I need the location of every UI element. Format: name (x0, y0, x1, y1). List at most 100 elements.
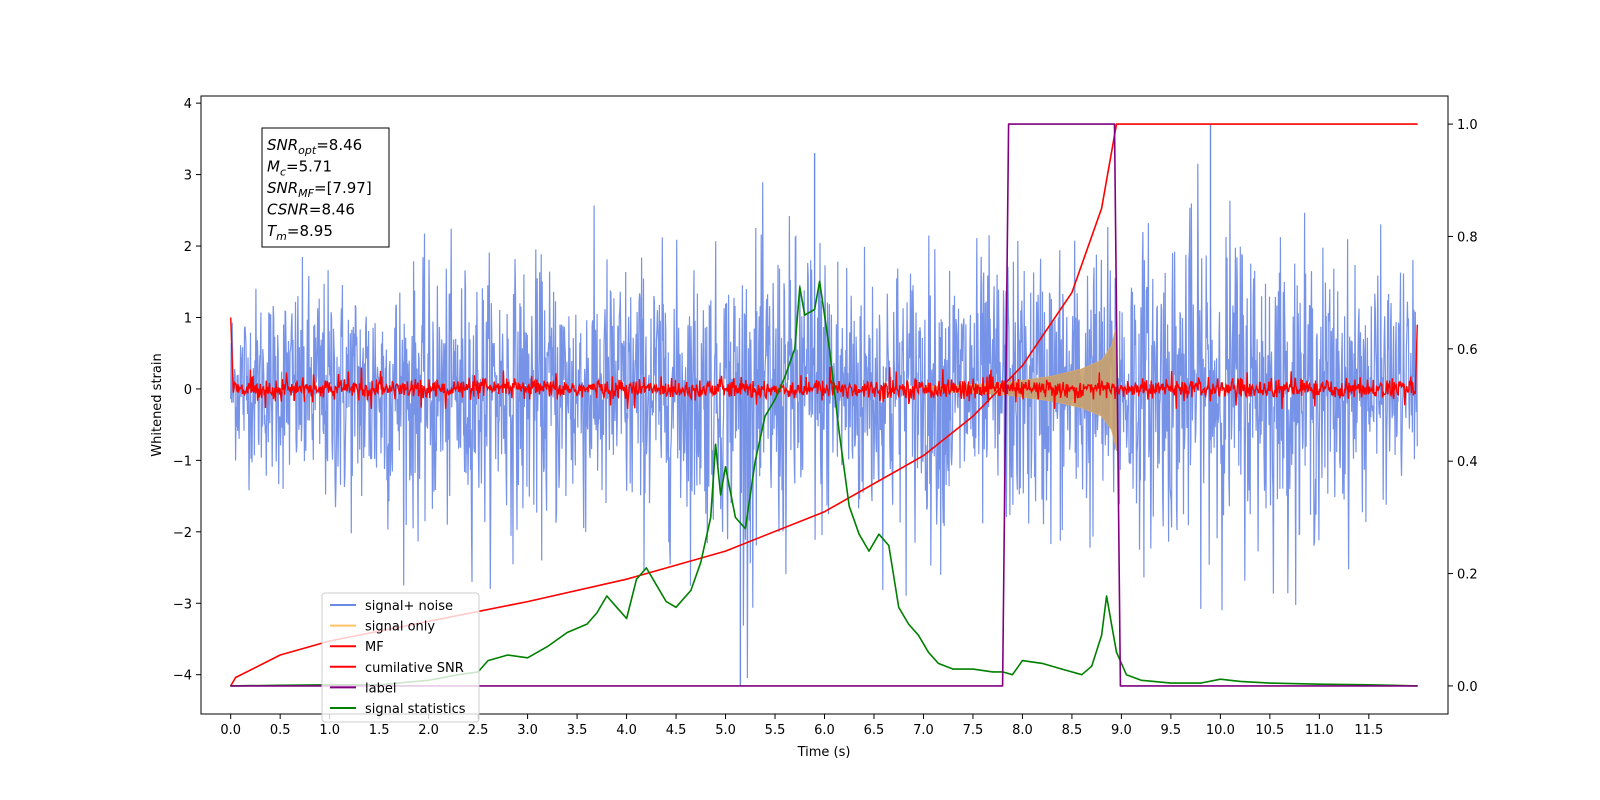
y-axis-left: 4 3 2 1 0 −1 −2 −3 −4 (173, 97, 201, 684)
y-left-tick-label-5: −1 (173, 454, 192, 469)
series-signal-statistics-point-61 (1101, 634, 1103, 636)
y-axis-right: 1.0 0.8 0.6 0.4 0.2 0.0 (1448, 118, 1478, 695)
series-cumilative-snr-point-11 (1021, 365, 1024, 367)
series-signal-statistics-point-59 (1081, 674, 1083, 676)
series-signal-statistics-point-67 (1170, 682, 1172, 684)
series-signal-statistics-point-8 (507, 654, 509, 656)
series-cumilative-snr-point-7 (724, 550, 727, 552)
series-signal-statistics-point-12 (586, 623, 588, 625)
series-signal-statistics-point-46 (898, 606, 900, 608)
annotation-line-2: SNRMF=[7.97] (267, 179, 372, 200)
series-signal-statistics-point-66 (1140, 679, 1142, 681)
series-signal-statistics-point-17 (635, 578, 638, 580)
y-right-tick-label-1: 0.8 (1457, 230, 1478, 245)
series-signal-statistics-point-25 (715, 443, 717, 445)
series-signal-statistics-point-64 (1115, 651, 1118, 653)
x-tick-label-19: 9.5 (1161, 723, 1182, 738)
series-signal-statistics-point-31 (764, 415, 766, 417)
y-left-tick-label-6: −2 (173, 526, 192, 541)
series-signal-statistics-point-53 (992, 671, 994, 673)
legend-label-1: signal only (365, 620, 435, 635)
y-right-tick-label-5: 0.0 (1457, 680, 1478, 695)
y-left-tick-label-8: −4 (173, 669, 192, 684)
x-tick-label-11: 5.5 (765, 723, 786, 738)
y-right-tick-label-0: 1.0 (1457, 118, 1478, 133)
x-tick-label-7: 3.5 (567, 723, 588, 738)
series-layer (230, 123, 1418, 687)
series-signal-statistics-point-45 (888, 544, 890, 547)
series-signal-statistics-point-18 (645, 567, 648, 569)
series-signal-statistics-point-22 (690, 589, 692, 592)
series-signal-statistics-point-26 (720, 494, 722, 496)
annotation-line-1: Mc=5.71 (267, 158, 332, 179)
series-signal-statistics-point-55 (1011, 674, 1014, 676)
series-signal-statistics-point-49 (927, 651, 930, 653)
series-signal-statistics-point-7 (487, 660, 489, 662)
x-tick-label-8: 4.0 (616, 723, 637, 738)
y-left-tick-label-3: 1 (184, 311, 192, 326)
series-signal-statistics-point-27 (724, 466, 727, 468)
series-signal-statistics-point-11 (566, 631, 568, 634)
legend: signal+ noise signal only MF cumilative SNR… (321, 592, 480, 723)
series-signal-statistics-point-33 (784, 376, 786, 378)
series-signal-statistics-point-60 (1091, 665, 1093, 667)
series-signal-statistics-point-21 (675, 606, 677, 608)
x-tick-label-1: 0.5 (270, 723, 291, 738)
series-label-point-2 (1008, 123, 1010, 125)
series-label-point-1 (1002, 685, 1004, 687)
series-mf (230, 317, 1418, 409)
series-signal-statistics-point-52 (972, 668, 974, 670)
series-signal-statistics-point-13 (596, 612, 598, 614)
x-tick-label-15: 7.5 (963, 723, 984, 738)
series-signal-statistics-point-69 (1219, 678, 1221, 680)
series-signal-statistics-point-65 (1125, 674, 1127, 676)
y-right-tick-label-2: 0.6 (1457, 343, 1478, 358)
x-tick-label-5: 2.5 (468, 723, 489, 738)
series-label-point-0 (230, 685, 232, 687)
y-left-tick-label-7: −3 (173, 597, 192, 612)
x-tick-label-16: 8.0 (1012, 723, 1033, 738)
x-tick-label-21: 10.5 (1255, 723, 1284, 738)
series-label-point-4 (1119, 685, 1121, 687)
series-signal-statistics-point-36 (804, 314, 806, 316)
series-signal-statistics-point-24 (710, 516, 712, 519)
series-signal-statistics-point-70 (1239, 680, 1241, 683)
series-signal-statistics-point-72 (1318, 683, 1320, 685)
series-signal-statistics-point-32 (774, 398, 776, 400)
series-cumilative-snr-point-13 (1101, 207, 1103, 209)
series-signal-statistics-point-56 (1021, 660, 1024, 662)
x-tick-label-23: 11.5 (1354, 723, 1383, 738)
y-right-tick-label-3: 0.4 (1457, 455, 1478, 470)
series-signal-statistics-point-71 (1269, 682, 1271, 684)
annotation-line-4: Tm=8.95 (267, 222, 333, 243)
series-cumilative-snr-point-2 (279, 654, 281, 656)
x-tick-label-2: 1.0 (319, 723, 340, 738)
series-signal-statistics-point-35 (799, 286, 801, 288)
series-cumilative-snr-point-10 (972, 415, 974, 417)
annotation-frame (261, 127, 390, 248)
series-signal-statistics-point-62 (1106, 595, 1108, 597)
y-left-tick-label-4: 0 (184, 383, 192, 398)
x-tick-label-13: 6.5 (864, 723, 885, 738)
legend-label-5: signal statistics (365, 702, 466, 717)
series-signal-statistics-point-15 (616, 606, 618, 608)
series-signal-statistics-point-9 (527, 657, 529, 659)
series-cumilative-snr-point-9 (922, 455, 925, 457)
series-cumilative-snr-point-5 (527, 601, 529, 603)
series-signal-statistics-point-43 (868, 550, 870, 552)
series-signal-statistics-point-20 (665, 601, 667, 603)
series-cumilative-snr-point-12 (1071, 292, 1073, 294)
y-left-tick-label-2: 2 (184, 240, 192, 255)
y-axis-label: Whitened strain (150, 353, 165, 456)
series-signal-statistics-point-47 (908, 623, 910, 625)
series-signal-statistics-point-57 (1041, 662, 1043, 665)
x-axis: 0.0 0.5 1.0 1.5 2.0 2.5 3.0 3.5 4.0 4.5 5.0 5.5 6.0 6… (220, 714, 1383, 738)
series-signal-statistics-point-19 (655, 584, 657, 586)
x-tick-label-10: 5.0 (715, 723, 736, 738)
x-tick-label-18: 9.0 (1111, 723, 1132, 738)
legend-frame (321, 592, 480, 723)
legend-label-0: signal+ noise (365, 599, 453, 614)
series-signal-statistics-point-39 (828, 348, 831, 350)
series-signal-statistics-point-14 (606, 595, 608, 597)
